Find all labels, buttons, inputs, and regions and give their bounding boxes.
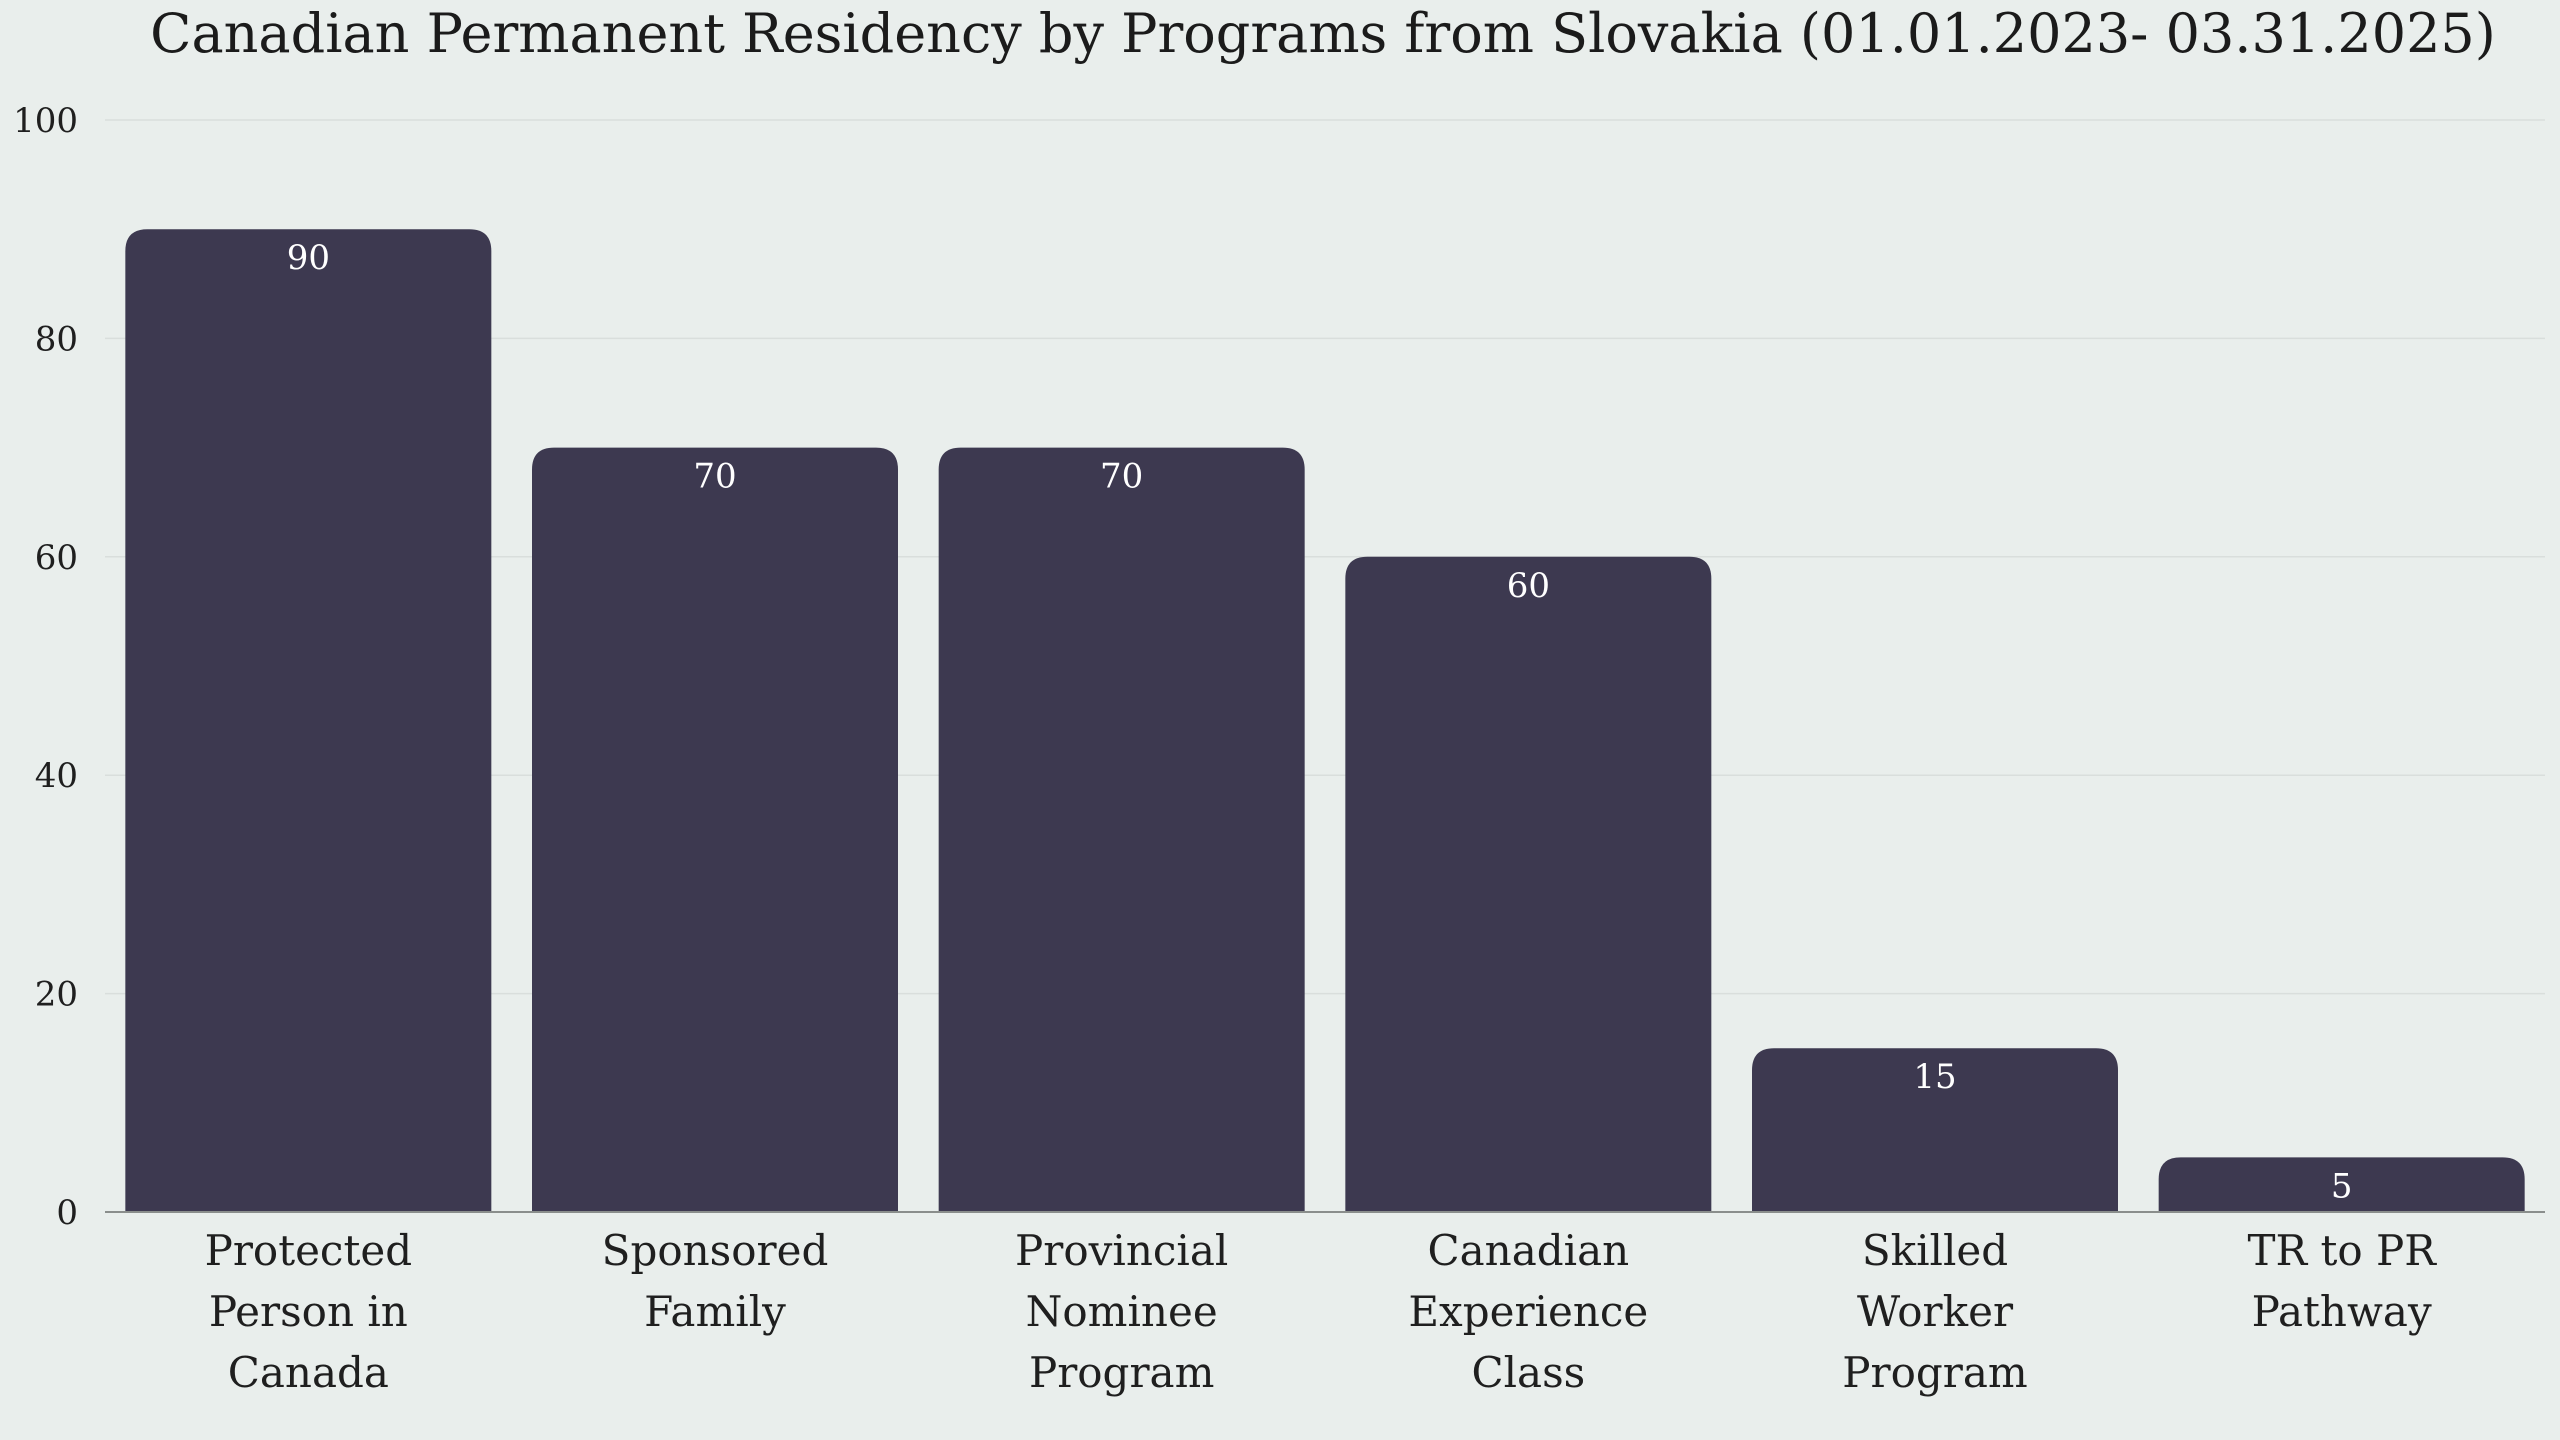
x-tick-label-line: Class (1471, 1348, 1585, 1397)
bars (125, 229, 2525, 1213)
x-tick-label-line: Family (644, 1287, 786, 1336)
bar (125, 229, 492, 1212)
data-label: 70 (693, 457, 736, 497)
bar (1752, 1048, 2118, 1212)
y-tick-label: 0 (56, 1193, 78, 1233)
x-tick-label-line: Nominee (1026, 1287, 1218, 1336)
x-tick-label: Skilled Worker Program (1842, 1226, 2027, 1397)
bar (1345, 556, 1712, 1212)
x-tick-label-line: Program (1029, 1348, 1214, 1397)
y-tick-label: 100 (13, 101, 78, 141)
x-tick-label-line: Protected (205, 1226, 413, 1275)
chart-title: Canadian Permanent Residency by Programs… (150, 2, 2496, 65)
x-tick-label-line: TR to PR (2247, 1226, 2437, 1275)
y-tick-label: 80 (35, 319, 78, 359)
gridlines (105, 119, 2545, 995)
x-axis-category-labels: Protected Person in Canada Sponsored Family P… (205, 1226, 2438, 1397)
x-tick-label-line: Worker (1857, 1287, 2014, 1336)
x-tick-label-line: Sponsored (602, 1226, 829, 1275)
x-tick-label-line: Canadian (1427, 1226, 1629, 1275)
x-tick-label-line: Experience (1408, 1287, 1648, 1336)
data-labels: 90 70 70 60 15 5 (287, 238, 2353, 1206)
y-tick-label: 40 (35, 756, 78, 796)
bar (938, 447, 1305, 1213)
x-tick-label-line: Pathway (2252, 1287, 2432, 1336)
x-tick-label-line: Person in (209, 1287, 408, 1336)
bar (532, 447, 898, 1213)
bar (2158, 1157, 2525, 1212)
x-tick-label-line: Program (1842, 1348, 2027, 1397)
y-tick-label: 20 (35, 975, 78, 1015)
x-tick-label-line: Skilled (1862, 1226, 2008, 1275)
data-label: 15 (1913, 1057, 1956, 1097)
x-tick-label-line: Canada (228, 1348, 389, 1397)
data-label: 5 (2331, 1166, 2353, 1206)
x-tick-label: Protected Person in Canada (205, 1226, 413, 1397)
x-tick-label: Canadian Experience Class (1408, 1226, 1648, 1397)
x-tick-label-line: Provincial (1015, 1226, 1228, 1275)
y-axis-tick-labels: 0 20 40 60 80 100 (13, 101, 78, 1233)
data-label: 70 (1100, 457, 1143, 497)
data-label: 90 (287, 238, 330, 278)
y-tick-label: 60 (35, 538, 78, 578)
data-label: 60 (1507, 566, 1550, 606)
x-tick-label: Sponsored Family (602, 1226, 829, 1336)
x-tick-label: Provincial Nominee Program (1015, 1226, 1228, 1397)
x-tick-label: TR to PR Pathway (2247, 1226, 2437, 1336)
